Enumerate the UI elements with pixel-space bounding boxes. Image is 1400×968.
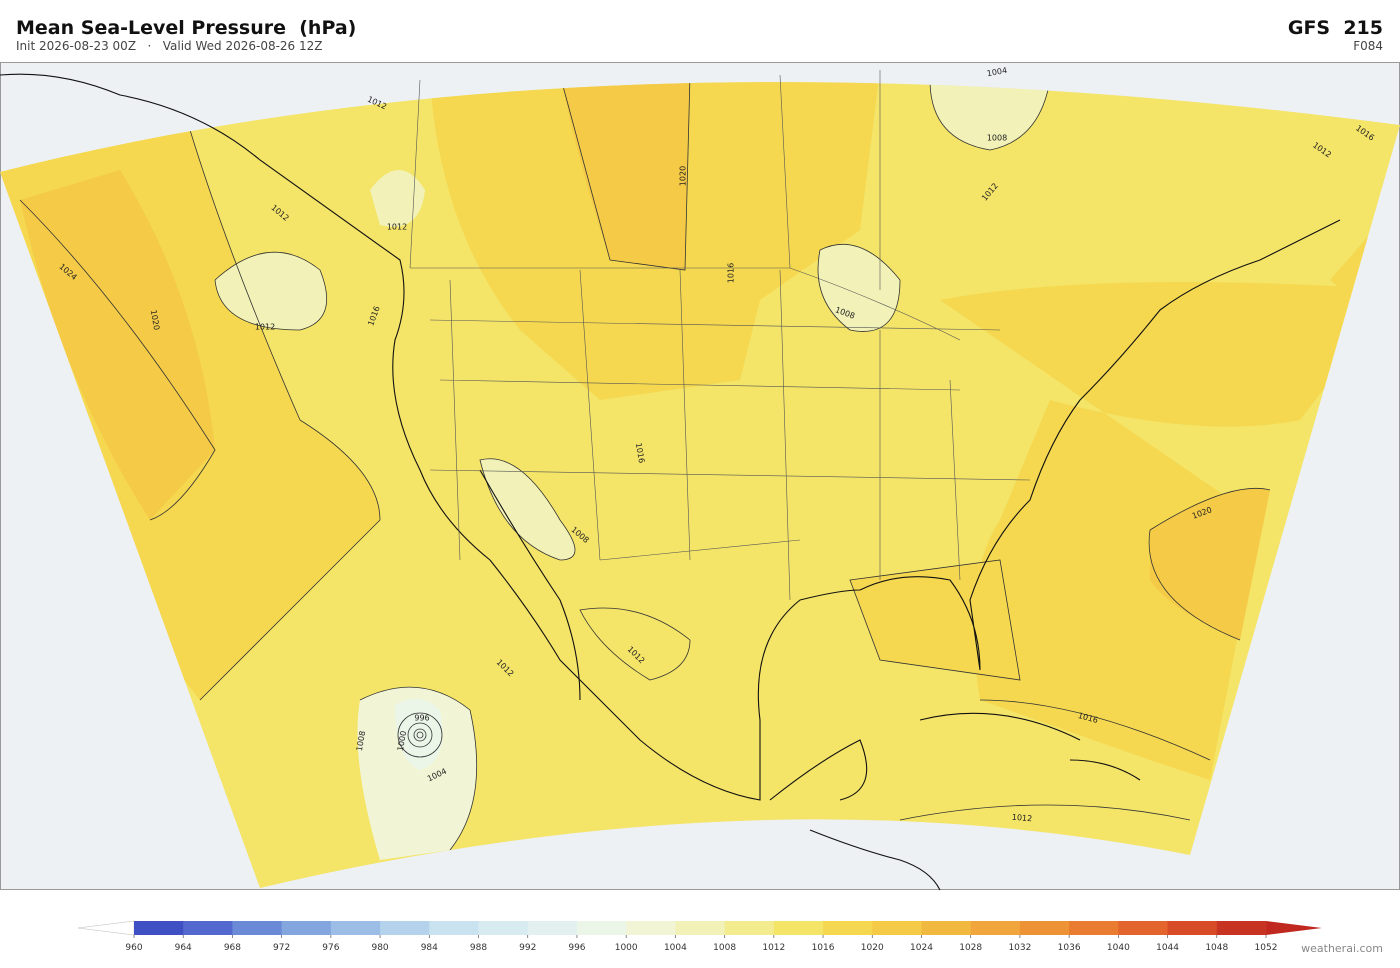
colorbar-bin xyxy=(872,921,922,935)
contour-label: 1000 xyxy=(396,730,408,752)
colorbar-bin xyxy=(183,921,233,935)
colorbar-bin xyxy=(1019,921,1070,935)
contour-label: 1012 xyxy=(1011,813,1032,824)
colorbar-tick-label: 964 xyxy=(175,943,192,953)
colorbar-under xyxy=(77,920,135,936)
colorbar-bin xyxy=(921,921,972,935)
colorbar-tick-label: 996 xyxy=(568,943,585,953)
colorbar-tick-label: 992 xyxy=(519,943,536,953)
colorbar-bin xyxy=(773,921,824,935)
colorbar-bin xyxy=(724,921,775,935)
contour-label: 1012 xyxy=(387,223,407,232)
contour-label: 1016 xyxy=(634,442,646,464)
colorbar-tick-label: 976 xyxy=(322,943,339,953)
contour-label: 1020 xyxy=(149,309,161,331)
colorbar-tick-label: 1052 xyxy=(1255,943,1278,953)
colorbar-bin xyxy=(576,921,627,935)
colorbar-bin xyxy=(1069,921,1119,935)
colorbar-tick-label: 968 xyxy=(224,943,241,953)
colorbar-over xyxy=(1266,921,1322,935)
colorbar-bin xyxy=(281,921,332,935)
title: Mean Sea-Level Pressure (hPa) xyxy=(16,17,356,39)
colorbar-tick-label: 988 xyxy=(470,943,487,953)
colorbar-tick-label: 1044 xyxy=(1156,943,1179,953)
colorbar-tick-label: 984 xyxy=(421,943,438,953)
colorbar-bin xyxy=(429,921,480,935)
colorbar-tick-label: 1000 xyxy=(615,943,638,953)
contour-label: 1008 xyxy=(355,730,367,752)
colorbar-tick-label: 1036 xyxy=(1058,943,1081,953)
colorbar-bin xyxy=(1167,921,1218,935)
colorbar-bin xyxy=(970,921,1021,935)
pressure-field xyxy=(0,82,1400,888)
contour-label: 1004 xyxy=(986,66,1008,78)
colorbar-tick-label: 1048 xyxy=(1205,943,1228,953)
colorbar-bin xyxy=(823,921,873,935)
colorbar-tick-label: 1012 xyxy=(762,943,785,953)
colorbar-tick-label: 1032 xyxy=(1008,943,1031,953)
colorbar-bin xyxy=(1216,921,1267,935)
contour-label: 1016 xyxy=(727,263,736,283)
colorbar-bin xyxy=(330,921,381,935)
contour-label: 1020 xyxy=(679,166,688,186)
colorbar-tick-label: 1008 xyxy=(713,943,736,953)
colorbar: 960 964 968 972 976 980 984 988 992 996 1000 1004 10… xyxy=(77,920,1322,953)
contour-label: 1012 xyxy=(255,323,275,332)
colorbar-bin xyxy=(478,921,529,935)
contour-label: 1008 xyxy=(987,134,1007,143)
colorbar-tick-label: 1040 xyxy=(1107,943,1130,953)
contour-label: 996 xyxy=(414,714,429,723)
colorbar-tick-label: 980 xyxy=(371,943,388,953)
colorbar-tick-label: 1004 xyxy=(664,943,687,953)
colorbar-tick-label: 1016 xyxy=(812,943,835,953)
colorbar-bin xyxy=(134,921,184,935)
colorbar-bin xyxy=(1118,921,1169,935)
colorbar-bin xyxy=(675,921,726,935)
credit: weatherai.com xyxy=(1301,942,1383,955)
colorbar-bin xyxy=(380,921,430,935)
subtitle: Init 2026-08-23 00Z · Valid Wed 2026-08-… xyxy=(16,39,323,53)
forecast-hour: F084 xyxy=(1353,39,1383,53)
colorbar-tick-label: 1020 xyxy=(861,943,884,953)
colorbar-tick-label: 960 xyxy=(125,943,142,953)
colorbar-bin xyxy=(626,921,676,935)
colorbar-tick-label: 972 xyxy=(273,943,290,953)
model: GFS 215 xyxy=(1288,17,1383,39)
colorbar-bin xyxy=(232,921,283,935)
colorbar-tick-label: 1024 xyxy=(910,943,933,953)
colorbar-tick-label: 1028 xyxy=(959,943,982,953)
colorbar-bin xyxy=(527,921,578,935)
